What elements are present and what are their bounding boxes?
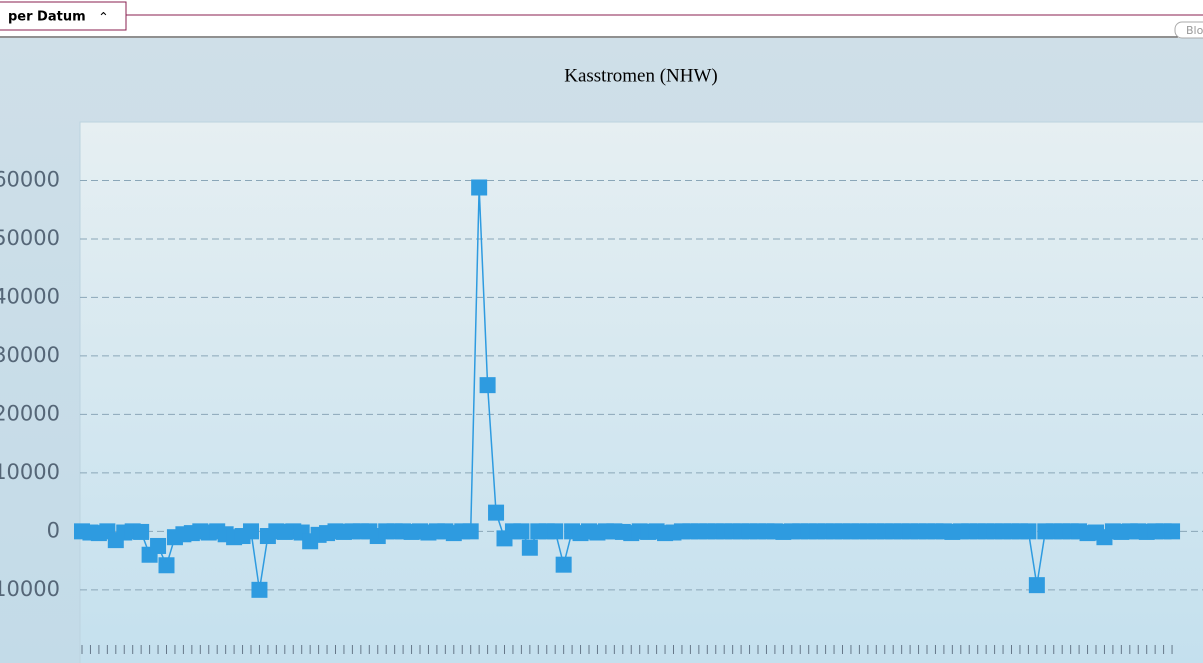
- point: [471, 179, 488, 196]
- y-tick-label: 50000: [0, 226, 60, 250]
- point: [1164, 523, 1181, 540]
- point: [555, 556, 572, 573]
- point: [462, 523, 479, 540]
- button[interactable]: [1174, 21, 1203, 39]
- point: [150, 537, 167, 554]
- y-tick-label: 20000: [0, 401, 60, 425]
- y-tick-label: 40000: [0, 284, 60, 308]
- point: [1020, 523, 1037, 540]
- button-label: Blo: [1186, 24, 1203, 37]
- y-tick-label: 0: [47, 518, 60, 542]
- point: [479, 377, 496, 394]
- y-tick-label: 60000: [0, 167, 60, 191]
- point: [1028, 577, 1045, 594]
- plot-area: [79, 121, 1203, 663]
- y-tick-label: -10000: [0, 577, 60, 601]
- chart-title: Kasstromen (NHW): [564, 65, 718, 86]
- point: [521, 539, 538, 556]
- point: [251, 581, 268, 598]
- y-tick-label: 30000: [0, 343, 60, 367]
- tab[interactable]: [0, 1, 127, 31]
- point: [513, 523, 530, 540]
- point: [133, 523, 150, 540]
- y-tick-label: 10000: [0, 460, 60, 484]
- point: [243, 523, 259, 540]
- point: [488, 504, 505, 521]
- point: [158, 557, 175, 574]
- tab-icon: ⌃: [98, 11, 109, 26]
- point: [547, 523, 564, 540]
- tab-label: per Datum: [8, 10, 86, 25]
